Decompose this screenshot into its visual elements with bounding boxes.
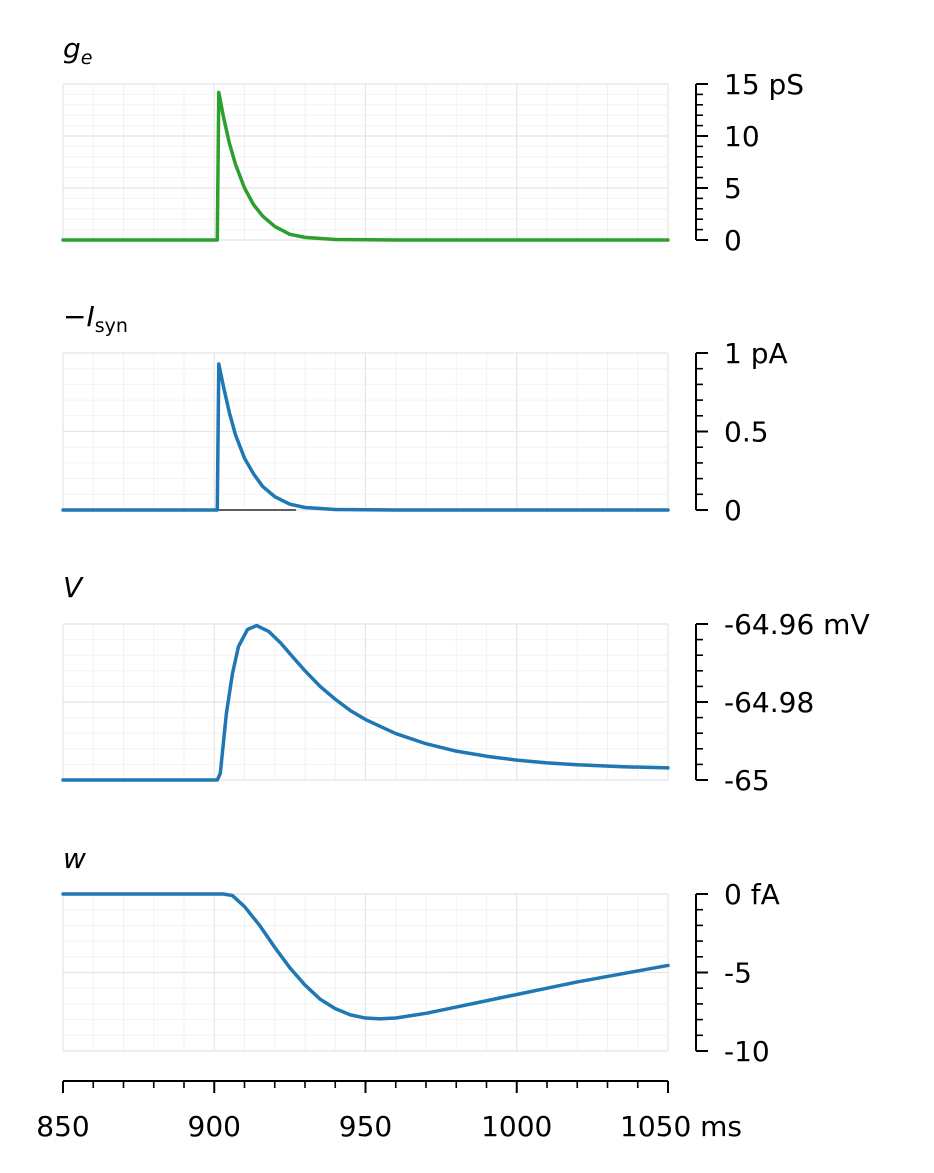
panel-label: −Isyn <box>63 300 128 337</box>
y-tick-label: -65 <box>724 764 770 797</box>
panel-label: ge <box>63 32 92 69</box>
y-axis: 0 5 10 15 pS <box>695 68 804 257</box>
series-line-0 <box>61 362 670 512</box>
panel-label: V <box>63 571 84 604</box>
grid <box>62 352 669 511</box>
y-tick-label: -5 <box>724 957 752 990</box>
x-tick-label: 850 <box>36 1110 89 1143</box>
x-tick-label: 950 <box>339 1110 392 1143</box>
y-tick-label: 0 fA <box>724 878 780 911</box>
y-tick-label: 0.5 <box>724 416 769 449</box>
panel-label-main: V <box>63 571 84 604</box>
y-tick-label: 0 <box>724 224 742 257</box>
y-tick-label: 1 pA <box>724 337 788 370</box>
y-tick-label: -64.98 <box>724 686 814 719</box>
panel-label-sub: syn <box>95 315 128 337</box>
y-tick-label: 15 pS <box>724 68 804 101</box>
y-axis: 0 0.5 1 pA <box>695 337 788 527</box>
x-tick-label: 1000 <box>481 1110 552 1143</box>
y-axis: -65 -64.98 -64.96 mV <box>695 608 870 797</box>
panel-0: ge 0 5 10 15 pS <box>61 32 804 257</box>
panel-3: w -10 -5 0 fA <box>61 842 780 1068</box>
series-line-0 <box>61 892 670 1021</box>
panel-2: V -65 -64.98 -64.96 mV <box>61 571 870 797</box>
panel-label-main: −I <box>63 300 95 333</box>
y-tick-label: 5 <box>724 172 742 205</box>
x-axis: 850 900 950 1000 1050 ms <box>36 1080 742 1143</box>
grid <box>62 83 669 241</box>
panel-label: w <box>63 842 86 875</box>
panel-label-sub: e <box>81 47 93 69</box>
y-axis: -10 -5 0 fA <box>695 878 780 1068</box>
panel-1: −Isyn 0 0.5 1 pA <box>61 300 788 527</box>
panel-label-main: w <box>63 842 86 875</box>
y-tick-label: 0 <box>724 494 742 527</box>
panel-label-main: g <box>63 32 81 65</box>
series-line-0 <box>61 90 670 242</box>
y-tick-label: -64.96 mV <box>724 608 870 641</box>
series-line-0 <box>61 623 670 782</box>
x-tick-label: 900 <box>188 1110 241 1143</box>
grid <box>62 623 669 781</box>
x-tick-label: 1050 ms <box>620 1110 742 1143</box>
y-tick-label: -10 <box>724 1035 770 1068</box>
grid <box>62 893 669 1052</box>
y-tick-label: 10 <box>724 120 760 153</box>
